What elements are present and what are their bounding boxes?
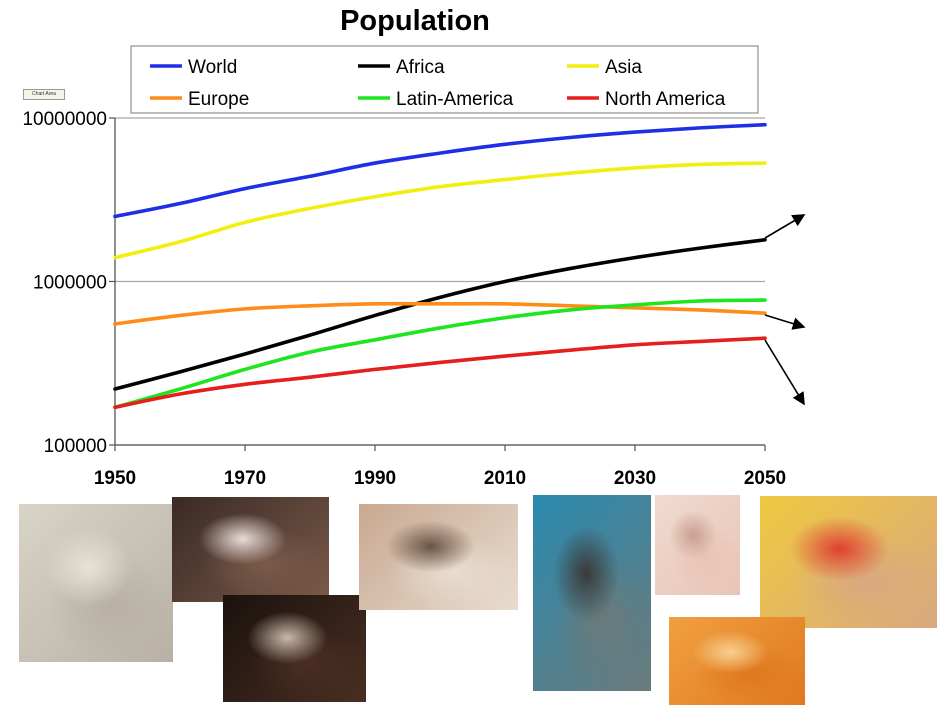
- baby-drinking-bottle-photo: [359, 504, 518, 610]
- arrow-up: [764, 214, 806, 239]
- two-smiling-girls-photo: [223, 595, 366, 702]
- infant-white-blanket-photo: [19, 504, 173, 662]
- y-tick-label: 10000000: [22, 109, 107, 130]
- baby-laughing-photo: [669, 617, 805, 705]
- y-tick-label: 100000: [44, 436, 107, 457]
- x-tick-label: 2010: [484, 468, 526, 489]
- y-tick-label: 1000000: [33, 273, 107, 294]
- sleeping-newborn-photo: [172, 497, 329, 602]
- series-line-asia: [113, 161, 767, 260]
- smiling-boy-plush-photo: [760, 496, 937, 628]
- series-line-world: [113, 122, 767, 219]
- legend-label: Europe: [188, 89, 249, 110]
- girl-carrying-bowl-photo: [533, 495, 651, 691]
- plot-area: 10000000 1000000 100000 1950 1970 1990 2010 203…: [22, 109, 786, 489]
- x-tick-label: 2050: [744, 468, 786, 489]
- baby-hands-photo: [655, 495, 740, 595]
- legend-box: [130, 45, 759, 114]
- x-tick-label: 1970: [224, 468, 266, 489]
- legend-label: North America: [605, 89, 726, 110]
- chart-title: Population: [340, 5, 490, 37]
- x-tick-label: 1950: [94, 468, 136, 489]
- legend-label: World: [188, 57, 237, 78]
- arrow-flat: [764, 314, 806, 330]
- chart-area-button[interactable]: Chart Area: [23, 89, 65, 100]
- legend-label: Asia: [605, 57, 642, 78]
- x-tick-label: 1990: [354, 468, 396, 489]
- series-line-africa: [113, 237, 767, 391]
- legend-label: Latin-America: [396, 89, 514, 110]
- arrow-down: [764, 339, 805, 406]
- series-line-europe: [113, 301, 767, 326]
- series-line-north-america: [113, 336, 767, 410]
- series-line-latin-america: [113, 298, 767, 410]
- legend-label: Africa: [396, 57, 445, 78]
- x-tick-label: 2030: [614, 468, 656, 489]
